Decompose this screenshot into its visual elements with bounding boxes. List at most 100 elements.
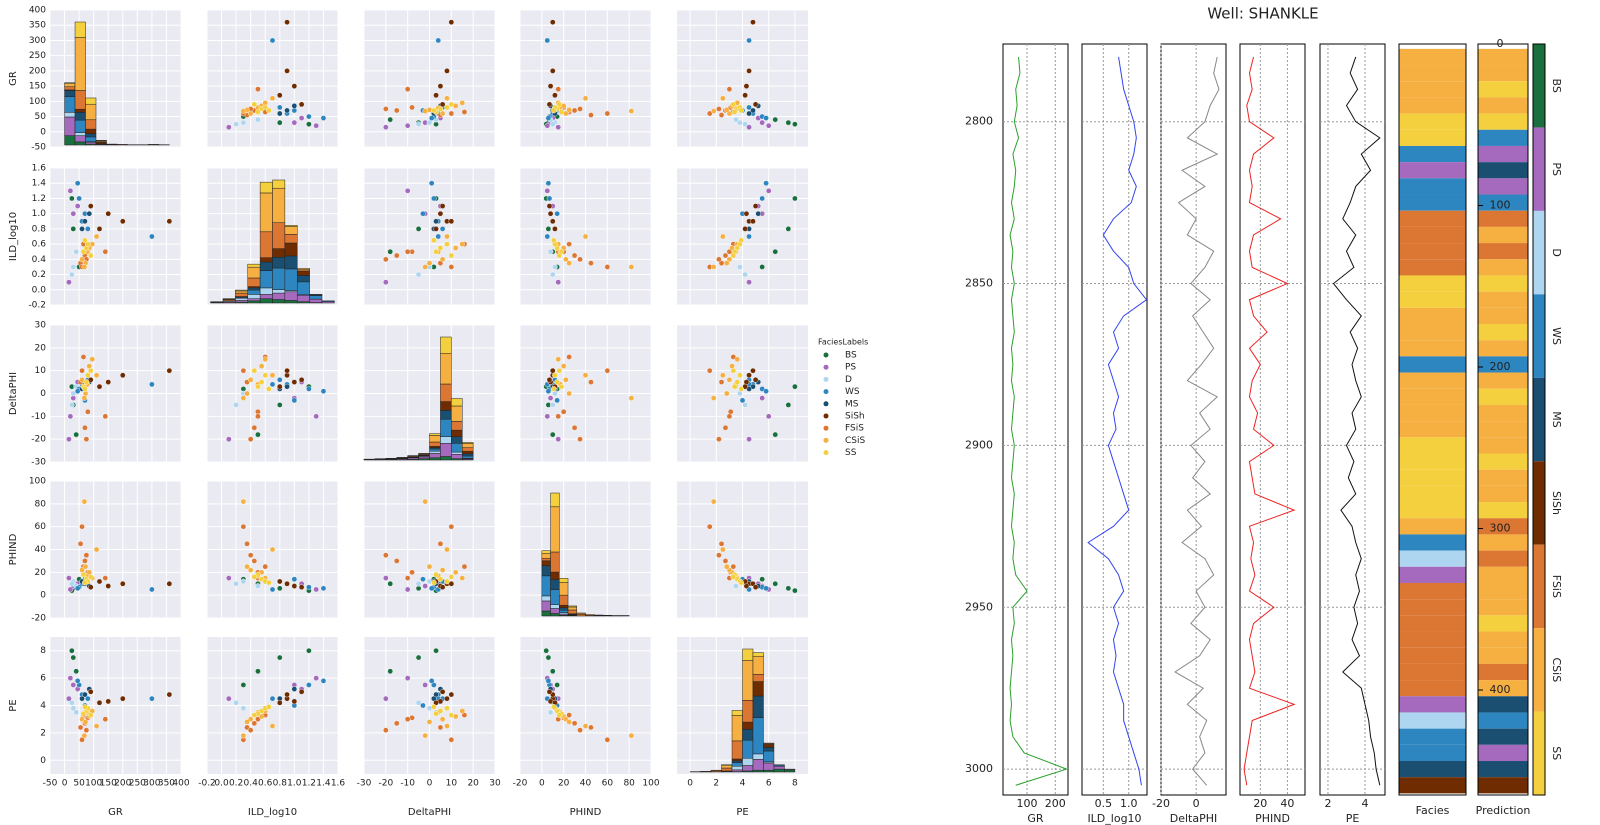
x-tick-label: 100: [642, 779, 659, 789]
facies-band: [1399, 388, 1466, 405]
y-tick-label: 0.6: [32, 240, 47, 250]
scatter-point: [739, 397, 746, 404]
hist-bar: [429, 441, 441, 447]
hist-bar: [721, 764, 733, 769]
scatter-point: [276, 119, 283, 126]
scatter-point: [792, 121, 798, 127]
facies-band: [1478, 65, 1528, 82]
hist-bar: [752, 717, 764, 755]
pair-cell: [206, 637, 339, 774]
hist-bar: [259, 298, 273, 304]
hist-bar: [235, 298, 249, 301]
hist-bar: [451, 454, 463, 459]
scatter-point: [119, 372, 126, 379]
facies-band: [1478, 259, 1528, 276]
hist-bar: [259, 270, 273, 289]
scatter-point: [772, 431, 779, 438]
scatter-point: [87, 689, 94, 695]
scatter-point: [722, 252, 729, 259]
hist-bar: [541, 558, 551, 562]
scatter-point: [733, 116, 739, 123]
y-tick-label: 0: [40, 389, 46, 399]
scatter-point: [404, 248, 411, 255]
hist-bar: [64, 82, 76, 84]
x-tick-label: 30: [489, 779, 501, 789]
scatter-point: [166, 367, 173, 374]
y-tick-label: -30: [31, 458, 46, 468]
scatter-point: [266, 579, 272, 586]
y-axis-label: GR: [8, 71, 19, 86]
x-tick-label: 1.6: [331, 779, 346, 789]
y-tick-label: -50: [31, 143, 46, 153]
scatter-point: [444, 241, 450, 247]
scatter-point: [149, 695, 155, 702]
track-tick-label: 0.5: [1095, 797, 1113, 810]
scatter-point: [743, 83, 750, 89]
hist-bar: [742, 648, 754, 661]
x-axis-label: PHIND: [570, 807, 602, 818]
facies-band: [1478, 582, 1528, 600]
facies-band: [1399, 744, 1466, 762]
y-tick-label: 1.0: [32, 209, 47, 219]
facies-band: [1399, 178, 1466, 195]
hist-bar: [462, 455, 474, 459]
scatter-point: [269, 586, 276, 593]
scatter-point: [720, 546, 726, 553]
hist-bar: [451, 421, 463, 431]
scatter-point: [546, 101, 553, 108]
scatter-point: [439, 567, 446, 573]
colorbar-label: CSiS: [1550, 657, 1563, 682]
scatter-point: [545, 654, 552, 661]
scatter-point: [785, 585, 792, 592]
facies-band: [1478, 421, 1528, 438]
scatter-point: [383, 256, 389, 263]
scatter-point: [772, 580, 779, 587]
hist-bar: [541, 552, 551, 559]
facies-band: [1399, 777, 1466, 794]
hist-bar: [462, 447, 474, 452]
scatter-point: [85, 408, 91, 415]
y-tick-label: 1.6: [32, 164, 47, 174]
y-tick-label: 2: [40, 728, 46, 738]
scatter-point: [730, 367, 737, 374]
scatter-point: [86, 210, 93, 217]
pair-cell: [49, 324, 182, 463]
scatter-point: [545, 226, 552, 232]
x-tick-label: 2: [713, 779, 719, 789]
y-tick-label: 350: [29, 21, 46, 31]
scatter-point: [313, 413, 319, 420]
facies-band: [1399, 680, 1466, 697]
scatter-point: [547, 395, 554, 401]
scatter-point: [426, 563, 433, 570]
legend-label: BS: [845, 351, 857, 361]
scatter-point: [251, 367, 258, 374]
scatter-point: [387, 668, 394, 675]
scatter-point: [444, 233, 450, 240]
scatter-point: [105, 379, 112, 385]
scatter-point: [226, 695, 232, 702]
facies-band: [1478, 518, 1528, 535]
x-tick-label: -30: [357, 779, 372, 789]
scatter-point: [731, 383, 738, 390]
colorbar-segment: [1533, 127, 1545, 211]
scatter-point: [444, 705, 450, 712]
scatter-point: [313, 586, 319, 593]
scatter-point: [734, 379, 741, 385]
hist-bar: [284, 291, 298, 301]
scatter-point: [266, 704, 272, 710]
scatter-point: [284, 691, 290, 698]
hist-bar: [235, 292, 249, 297]
hist-bar: [259, 261, 273, 271]
scatter-point: [439, 226, 446, 232]
scatter-point: [83, 379, 90, 385]
scatter-point: [383, 575, 389, 581]
facies-band: [1478, 307, 1528, 325]
hist-bar: [64, 96, 76, 113]
scatter-point: [433, 710, 439, 717]
hist-bar: [272, 187, 286, 223]
hist-bar: [742, 660, 754, 701]
scatter-point: [70, 682, 77, 688]
scatter-point: [251, 101, 258, 108]
scatter-point: [571, 107, 578, 114]
scatter-point: [604, 736, 611, 743]
